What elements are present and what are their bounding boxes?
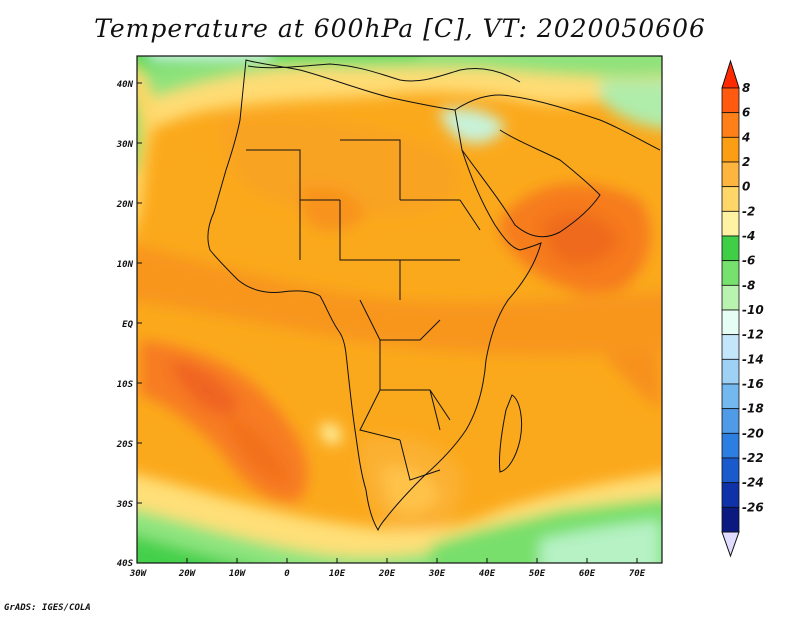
lat-label: EQ [122,320,133,330]
lon-label: 70E [629,569,646,579]
lon-label: 10E [329,569,346,579]
colorbar-label: -8 [742,278,755,292]
colorbar-swatch [721,432,740,459]
credit-text: GrADS: IGES/COLA [4,603,91,613]
colorbar-label: -10 [742,303,764,317]
colorbar-swatch [721,334,740,360]
colorbar-swatch [721,161,740,188]
lon-label: 30W [129,569,148,579]
lat-label: 20N [116,200,134,210]
lon-label: 0 [284,569,290,579]
madagascar [499,394,523,473]
colorbar-label: 0 [742,180,750,194]
colorbar-label: -18 [742,402,764,416]
colorbar-label: -2 [742,204,755,218]
lat-label: 20S [116,440,134,450]
lon-label: 10W [229,569,247,579]
colorbar-swatch [721,136,740,163]
temperature-field [137,56,662,563]
lat-label: 40S [117,559,134,569]
colorbar-swatch [721,284,740,311]
lat-label: 10N [117,260,134,270]
colorbar-bottom-cap [721,531,740,558]
lon-label: 40E [479,569,496,579]
colorbar-swatch [721,383,740,410]
colorbar-swatch [721,112,740,138]
lat-label: 10S [117,380,134,390]
colorbar-swatch [721,260,740,286]
lon-axis: 30W 20W 10W 0 10E 20E 30E 40E 50E 60E 70… [129,569,646,579]
chart-title: Temperature at 600hPa [C], VT: 202005060… [94,14,706,43]
colorbar-swatch [721,457,740,484]
lat-ticks [137,82,142,504]
colorbar-top-cap [721,59,740,89]
middle-east-coast [454,94,661,151]
colorbar-label: 6 [742,106,750,120]
country-borders [246,139,481,481]
colorbar-label: -4 [742,229,755,243]
lat-label: 30N [116,140,134,150]
colorbar-swatch [721,358,740,385]
africa-coastline [207,59,542,532]
lat-label: 30S [116,500,134,510]
lon-label: 50E [529,569,546,579]
coastlines [207,59,661,532]
lon-label: 30E [428,569,446,579]
colorbar-label: -16 [742,377,764,391]
plot-frame [136,55,663,564]
colorbar: 8 6 4 2 0 -2 -4 -6 -8 -10 -12 -14 -16 -18 -20 -22 -24 -26 [721,59,764,558]
colorbar-swatch [721,506,740,533]
colorbar-label: -12 [742,328,764,342]
colorbar-swatch [721,408,740,434]
lat-axis: 40N 30N 20N 10N EQ 10S 20S 30S 40S [116,80,134,569]
colorbar-label: 8 [742,81,750,95]
colorbar-swatch [721,210,740,237]
colorbar-label: 4 [741,130,750,144]
lon-label: 60E [579,569,596,579]
colorbar-label: -6 [742,254,755,268]
mediterranean-north [247,63,521,83]
colorbar-swatch [721,235,740,262]
lat-label: 40N [117,80,134,90]
colorbar-label: -22 [742,451,764,465]
colorbar-swatch [721,309,740,336]
colorbar-swatch [721,87,740,114]
colorbar-label: -20 [742,426,764,440]
colorbar-label: -26 [742,500,764,514]
colorbar-label: -14 [742,352,764,366]
colorbar-label: 2 [742,155,750,169]
colorbar-swatch [721,186,740,212]
colorbar-label: -24 [742,476,764,490]
lon-label: 20W [178,569,197,579]
lon-ticks [186,558,638,563]
red-sea-arabia [461,129,601,238]
colorbar-swatch [721,482,740,508]
lon-label: 20E [378,569,396,579]
